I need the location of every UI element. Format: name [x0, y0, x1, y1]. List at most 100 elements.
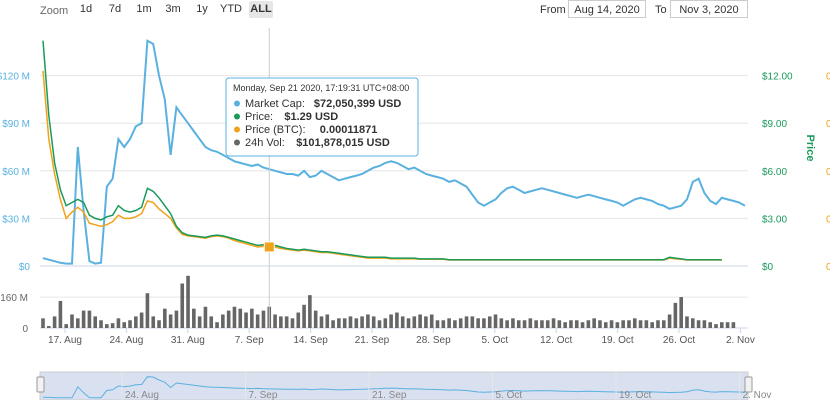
- volume-bar: [180, 283, 185, 328]
- left-axis-tick-label: $60 M: [2, 167, 30, 178]
- to-date-input[interactable]: Nov 3, 2020: [670, 0, 748, 18]
- x-tick-label: 21. Sep: [355, 335, 390, 346]
- volume-bar: [586, 320, 591, 328]
- volume-bar: [139, 312, 144, 328]
- from-date-input[interactable]: Aug 14, 2020: [568, 0, 646, 18]
- right-axis-tick-label: $9.00: [762, 119, 787, 130]
- btc-axis-tick-label: 0: [826, 119, 830, 130]
- volume-bar: [482, 318, 486, 328]
- tooltip-value: 0.00011871: [320, 124, 378, 136]
- volume-bar: [592, 318, 596, 328]
- volume-bar: [337, 318, 341, 328]
- navigator-series-line: [42, 376, 746, 399]
- volume-axis-tick-label: 160 M: [0, 293, 28, 304]
- volume-bar: [528, 318, 533, 328]
- volume-bar: [76, 318, 80, 328]
- volume-bar: [487, 316, 492, 328]
- navigator-tick-label: 2. Nov: [743, 390, 772, 400]
- volume-bar: [511, 318, 515, 328]
- volume-bar: [429, 314, 434, 328]
- volume-bar: [731, 322, 736, 328]
- price-line: [42, 40, 722, 261]
- volume-bar: [168, 314, 173, 328]
- volume-bar: [389, 314, 393, 328]
- left-axis-tick-label: $90 M: [2, 119, 30, 130]
- zoom-3m-button[interactable]: 3m: [165, 3, 181, 15]
- zoom-7d-button[interactable]: 7d: [108, 3, 122, 15]
- volume-bar: [157, 320, 161, 328]
- tooltip-label: Price (BTC):: [245, 124, 306, 136]
- volume-bar: [244, 312, 248, 328]
- volume-bar: [412, 316, 417, 328]
- volume-bar: [627, 320, 631, 328]
- volume-bar: [203, 306, 208, 328]
- volume-bar: [261, 310, 266, 328]
- volume-bar: [238, 308, 243, 328]
- zoom-1m-button[interactable]: 1m: [136, 3, 152, 15]
- volume-bar: [551, 318, 556, 328]
- btc-axis-tick-label: 0: [826, 167, 830, 178]
- volume-bar: [116, 318, 121, 328]
- volume-bar: [197, 316, 202, 328]
- tooltip-value: $1.29 USD: [284, 111, 338, 123]
- volume-bar: [516, 320, 521, 328]
- volume-bar: [493, 314, 498, 328]
- volume-bar: [128, 320, 132, 328]
- volume-axis-tick-label: 0: [22, 324, 28, 335]
- right-axis-title: Price: [804, 135, 816, 162]
- volume-bar: [354, 318, 359, 328]
- volume-bar: [685, 316, 689, 328]
- zoom-1d-button[interactable]: 1d: [79, 3, 93, 15]
- volume-bar: [435, 320, 440, 328]
- range-toolbar: Zoom 1d 7d 1m 3m 1y YTD ALL From Aug 14,…: [0, 0, 830, 20]
- volume-bar: [209, 316, 214, 328]
- navigator-tick-label: 21. Sep: [372, 390, 407, 400]
- tooltip-legend-dot: [234, 113, 240, 120]
- volume-bar: [702, 320, 707, 328]
- right-axis-tick-label: $0: [762, 262, 774, 273]
- volume-bar: [174, 310, 179, 328]
- volume-bar: [319, 316, 324, 328]
- volume-bar: [64, 324, 69, 328]
- volume-bar: [163, 308, 167, 328]
- zoom-1y-button[interactable]: 1y: [196, 3, 208, 15]
- volume-bar: [232, 306, 237, 328]
- volume-bar: [296, 312, 301, 328]
- volume-bar: [105, 324, 109, 328]
- volume-bar: [313, 310, 318, 328]
- volume-bar: [661, 320, 666, 328]
- volume-bar: [453, 320, 457, 328]
- volume-bar: [569, 320, 573, 328]
- volume-bar: [221, 314, 225, 328]
- volume-bar: [151, 316, 156, 328]
- volume-bar: [447, 318, 451, 328]
- navigator-tick-label: 7. Sep: [249, 390, 278, 400]
- x-tick-label: 2. Nov: [726, 335, 755, 346]
- left-axis-tick-label: $0: [19, 262, 31, 273]
- volume-bar: [644, 320, 649, 328]
- volume-bar: [696, 320, 701, 328]
- zoom-all-button[interactable]: ALL: [249, 1, 273, 18]
- navigator-left-handle: [36, 376, 45, 393]
- volume-bar: [308, 295, 312, 328]
- volume-bar: [470, 316, 475, 328]
- x-tick-label: 14. Sep: [293, 335, 328, 346]
- from-label: From: [540, 4, 566, 16]
- volume-bar: [574, 320, 579, 328]
- volume-bar: [424, 316, 428, 328]
- volume-bar: [557, 320, 562, 328]
- volume-bar: [406, 318, 411, 328]
- navigator-window: [39, 371, 749, 400]
- volume-bar: [226, 310, 231, 328]
- volume-bar: [348, 316, 353, 328]
- x-tick-label: 7. Sep: [235, 335, 264, 346]
- volume-bar: [331, 320, 335, 328]
- volume-bar: [134, 316, 138, 328]
- volume-bar: [650, 322, 654, 328]
- x-tick-label: 28. Sep: [416, 335, 451, 346]
- volume-bar: [667, 314, 672, 328]
- volume-bar: [621, 320, 625, 328]
- zoom-ytd-button[interactable]: YTD: [220, 3, 242, 15]
- volume-bar: [725, 322, 730, 328]
